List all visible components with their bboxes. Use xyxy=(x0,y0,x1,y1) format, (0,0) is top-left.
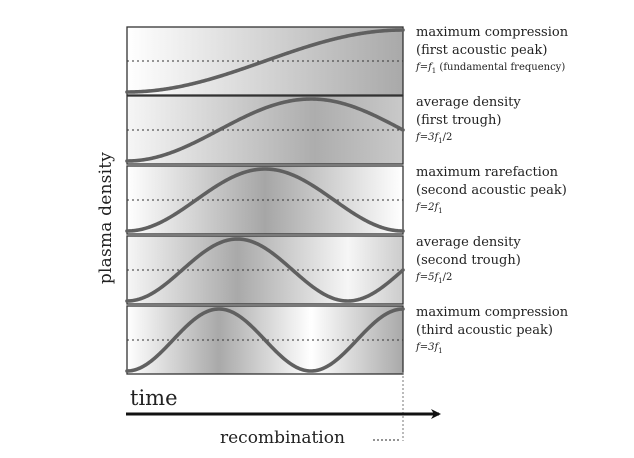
panel-3-frequency: f=2f1 xyxy=(416,202,443,215)
panel-2-title-line-1: average density xyxy=(416,95,521,110)
panel-3-title-line-1: maximum rarefaction xyxy=(416,165,559,180)
panel-1-title-line-2: (first acoustic peak) xyxy=(416,43,548,58)
panel-2-frequency: f=3f1/2 xyxy=(416,132,453,145)
panel-4-frequency: f=5f1/2 xyxy=(416,272,453,285)
panel-5-label: maximum compression (third acoustic peak)… xyxy=(416,304,630,355)
panel-4-label: average density (second trough) f=5f1/2 xyxy=(416,234,630,285)
panel-5-title-line-1: maximum compression xyxy=(416,305,569,320)
panel-5-wave xyxy=(125,307,405,373)
time-axis-label: time xyxy=(130,386,178,410)
y-axis-label: plasma density xyxy=(96,151,116,285)
panel-3-wave xyxy=(125,167,405,233)
panel-3-label: maximum rarefaction (second acoustic peak… xyxy=(416,164,630,215)
panel-2-label: average density (first trough) f=3f1/2 xyxy=(416,94,630,145)
panel-2-wave xyxy=(125,97,405,163)
panel-4-wave xyxy=(125,237,405,303)
panel-3-title-line-2: (second acoustic peak) xyxy=(416,183,567,198)
panel-4-title-line-1: average density xyxy=(416,235,521,250)
panel-2-title-line-2: (first trough) xyxy=(416,113,502,128)
panel-4-title-line-2: (second trough) xyxy=(416,253,521,268)
panel-5-title-line-2: (third acoustic peak) xyxy=(416,323,553,338)
panel-1-wave xyxy=(125,28,405,94)
panel-5-frequency: f=3f1 xyxy=(416,342,443,355)
recombination-label: recombination xyxy=(220,428,345,448)
panel-1-frequency: f=f1 (fundamental frequency) xyxy=(416,62,566,75)
panel-1-title-line-1: maximum compression xyxy=(416,25,569,40)
panel-1-label: maximum compression (first acoustic peak)… xyxy=(416,24,630,75)
